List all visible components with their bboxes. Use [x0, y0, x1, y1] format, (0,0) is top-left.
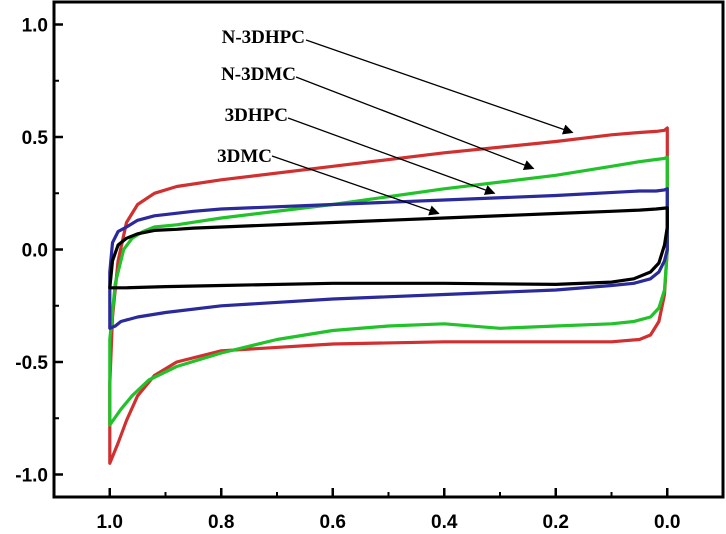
- annotation-label-n-3dmc: N-3DMC: [221, 64, 296, 85]
- y-tick-label: 0.5: [22, 128, 49, 149]
- series-layer: [108, 126, 669, 465]
- x-tick-label: 0.0: [654, 512, 680, 533]
- annotation-label-3dhpc: 3DHPC: [225, 105, 288, 126]
- x-tick-label: 0.8: [208, 512, 234, 533]
- x-tick-label: 0.6: [320, 512, 346, 533]
- y-tick-label: 0.0: [22, 241, 48, 262]
- x-tick-label: 0.2: [543, 512, 569, 533]
- x-tick-label: 1.0: [97, 512, 123, 533]
- series-3dhpc-curve: [108, 187, 669, 330]
- x-axis-ticks: 1.0 0.8 0.6 0.4 0.2 0.0: [53, 488, 724, 533]
- y-tick-label: -0.5: [15, 353, 48, 374]
- y-tick-label: -1.0: [15, 466, 48, 487]
- annotation-layer: N-3DHPC N-3DMC 3DHPC 3DMC: [217, 27, 574, 216]
- plot-frame: [52, 0, 725, 499]
- annotation-arrow: [305, 39, 574, 135]
- annotation-label-3dmc: 3DMC: [217, 146, 272, 167]
- x-tick-label: 0.4: [431, 512, 458, 533]
- annotation-label-n-3dhpc: N-3DHPC: [222, 27, 305, 48]
- y-tick-label: 1.0: [22, 16, 48, 37]
- annotation-arrow: [295, 76, 535, 170]
- y-axis-ticks: 1.0 0.5 0.0 -0.5 -1.0: [15, 16, 63, 487]
- series-n-3dmc-curve: [108, 155, 669, 427]
- series-n-3dhpc-curve: [108, 126, 669, 465]
- annotation-arrow: [271, 155, 440, 216]
- annotation-arrow: [287, 117, 496, 195]
- series-3dmc-curve: [108, 206, 669, 290]
